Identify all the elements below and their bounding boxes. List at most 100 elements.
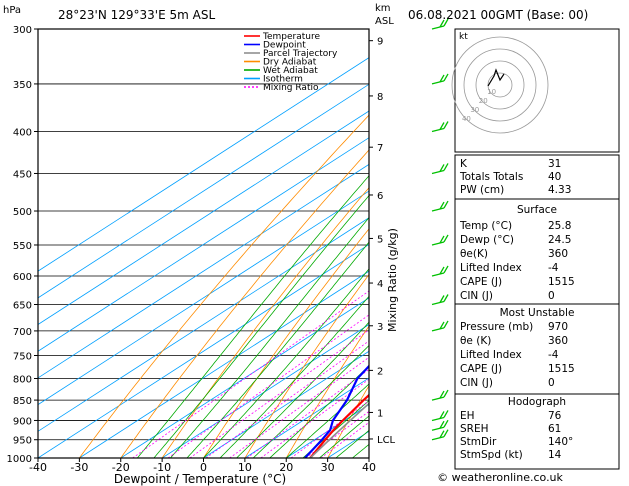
hodograph-unit-label: kt: [459, 32, 468, 42]
pressure-tick-label: 600: [13, 272, 32, 283]
km-tick-label: 6: [377, 191, 383, 202]
table-row-value: 31: [548, 158, 561, 170]
mixing-ratio-line: [205, 340, 369, 458]
x-tick-label: 0: [200, 461, 207, 474]
x-tick-label: -40: [29, 461, 47, 474]
x-axis-title: Dewpoint / Temperature (°C): [114, 472, 286, 486]
wind-barb-flag: [443, 163, 449, 171]
km-tick-label: 4: [377, 279, 383, 290]
wind-barb-flag: [439, 122, 445, 130]
table-row-value: 1515: [548, 276, 575, 288]
dry-adiabat-line: [79, 114, 369, 458]
wind-barb-flag: [439, 411, 445, 419]
pressure-tick-label: 750: [13, 351, 32, 362]
pressure-tick-label: 450: [13, 169, 32, 180]
isotherm-line: [244, 377, 369, 458]
pressure-tick-label: 950: [13, 436, 32, 447]
table-row-label: Lifted Index: [460, 349, 522, 361]
wind-barb-flag: [443, 320, 449, 329]
wind-barb: [431, 300, 445, 306]
table-row-label: PW (cm): [460, 184, 504, 196]
wet-adiabat-line: [302, 400, 369, 458]
isotherm-line: [38, 83, 369, 299]
plot-frame: [37, 28, 370, 459]
legend-label: Mixing Ratio: [263, 83, 319, 93]
pressure-tick-label: 700: [13, 327, 32, 338]
wet-adiabat-line: [170, 216, 369, 458]
wind-barb: [431, 436, 445, 441]
table-row-label: Pressure (mb): [460, 321, 533, 333]
wet-adiabat-line: [252, 344, 369, 458]
wind-barb: [431, 127, 445, 133]
wet-adiabat-line: [219, 295, 369, 458]
legend-label: Temperature: [262, 32, 320, 42]
table-row-label: θe (K): [460, 335, 491, 347]
mixing-ratio-line: [229, 356, 369, 458]
mixing-ratio-line: [167, 314, 369, 458]
mixing-ratio-line: [132, 290, 369, 458]
wet-adiabat-line: [269, 365, 369, 458]
wind-barb-flag: [439, 430, 445, 439]
hodograph-table-box: [454, 393, 620, 470]
isotherm-line: [161, 324, 369, 458]
km-tick-label: 9: [377, 37, 383, 48]
wind-barb-flag: [439, 420, 445, 429]
table-row-label: Temp (°C): [459, 220, 512, 232]
wind-barb-flag: [443, 410, 449, 418]
isotherm-line: [203, 350, 369, 458]
table-row-label: K: [460, 158, 468, 170]
hpa-unit-label: hPa: [3, 5, 21, 16]
table-row-value: -4: [548, 262, 559, 274]
wet-adiabat-line: [153, 194, 369, 458]
wind-barb-flag: [443, 389, 449, 398]
km-tick-label: 7: [377, 143, 383, 154]
pressure-tick-label: 350: [13, 80, 32, 91]
mixing-ratio-axis-title: Mixing Ratio (g/kg): [386, 228, 399, 332]
pressure-tick-label: 800: [13, 374, 32, 385]
wind-barb-flag: [443, 419, 449, 428]
wind-barb-flag: [443, 265, 449, 274]
dry-adiabat-line: [327, 384, 369, 458]
wind-barb-flag: [439, 164, 445, 172]
km-tick-label: 8: [377, 92, 383, 103]
table-row-value: 0: [548, 290, 555, 302]
hodograph-ring-label: 30: [470, 106, 479, 114]
temperature-profile: [309, 393, 369, 458]
table-row-value: 0: [548, 377, 555, 389]
km-tick-label: 5: [377, 234, 383, 245]
wind-barb-flag: [443, 429, 449, 438]
wind-barb-flag: [443, 18, 449, 27]
mixing-ratio-line: [189, 329, 369, 458]
x-tick-label: -30: [70, 461, 88, 474]
dry-adiabat-line: [161, 187, 369, 458]
table-row-label: StmSpd (kt): [460, 449, 523, 461]
pressure-tick-label: 900: [13, 416, 32, 427]
asl-unit-label: ASL: [375, 16, 394, 27]
wind-barb-flag: [439, 235, 445, 244]
isotherm-line: [38, 243, 369, 458]
wind-barb-flag: [443, 121, 449, 129]
dry-adiabat-line: [285, 325, 369, 458]
km-tick-label: 2: [377, 366, 383, 377]
wind-barb: [431, 80, 445, 85]
table-row-label: Totals Totals: [459, 171, 523, 183]
legend-label: Dry Adiabat: [263, 58, 317, 68]
wind-barb-flag: [439, 19, 445, 28]
pressure-tick-label: 650: [13, 301, 32, 312]
x-tick-label: 30: [321, 461, 335, 474]
wet-adiabat-line: [203, 268, 369, 458]
wind-barb: [431, 327, 445, 332]
skewt-background: 12346810162025: [38, 29, 369, 458]
table-row-value: 14: [548, 449, 562, 461]
table-row-label: CIN (J): [460, 377, 493, 389]
table-row-label: Lifted Index: [460, 262, 522, 274]
wind-barb: [431, 207, 445, 212]
datetime-label: 06.08.2021 00GMT (Base: 00): [408, 8, 588, 22]
table-row-label: CAPE (J): [460, 363, 502, 375]
wet-adiabat-line: [136, 175, 369, 458]
km-tick-label: 1: [377, 408, 383, 419]
hodograph-trace: [487, 68, 505, 87]
